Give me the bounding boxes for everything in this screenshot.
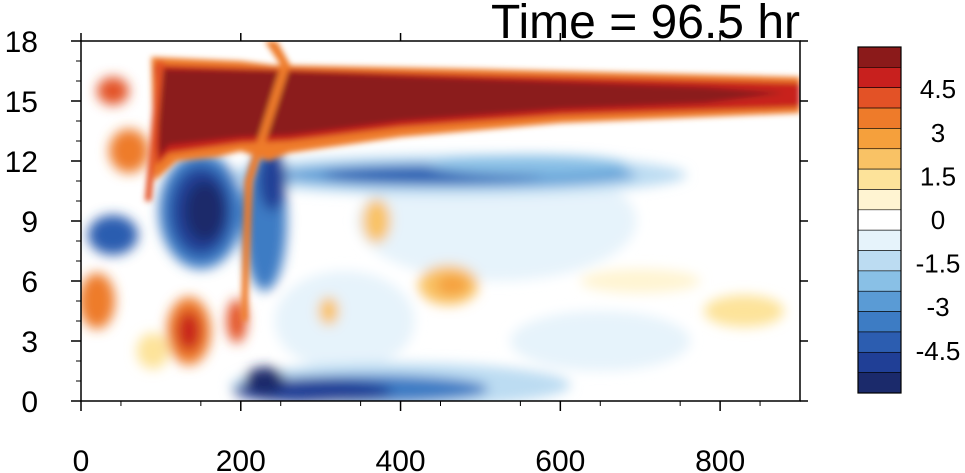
x-tick-label: 400 [376,445,426,473]
field-sharp-layer [144,41,800,321]
colorbar-swatch [857,311,902,333]
contour-region [436,275,469,295]
y-tick-label: 15 [5,86,38,119]
colorbar-swatch [857,250,902,272]
y-tick-label: 18 [5,26,38,59]
contour-region [184,181,225,241]
contour-region [258,151,287,211]
colorbar-swatch [857,331,902,353]
colorbar-swatch [857,189,902,211]
y-tick-label: 12 [5,146,38,179]
contour-region [244,367,285,395]
contour-region [428,155,629,175]
colorbar-label: -4.5 [916,336,961,366]
colorbar-swatch [857,107,902,129]
y-tick-label: 3 [21,326,38,359]
colorbar-label: 3 [931,118,945,148]
colorbar-label: 1.5 [920,161,956,191]
contour-region [274,271,415,371]
contour-region [136,333,169,369]
contour-region [240,41,291,321]
colorbar-swatch [857,290,902,312]
colorbar-label: 0 [931,205,945,235]
colorbar-swatch [857,351,902,373]
colorbar: 4.5 3 1.5 0 -1.5 -3 -4.5 [857,46,961,394]
colorbar-swatch [857,270,902,292]
contour-region [176,311,201,351]
heatmap-field [81,41,800,401]
y-tick-label: 0 [21,386,38,419]
colorbar-swatch [857,46,902,68]
colorbar-label: -1.5 [916,249,961,279]
colorbar-label: 4.5 [920,74,956,104]
colorbar-swatch [857,148,902,170]
x-tick-label: 800 [695,445,745,473]
x-axis: 0 200 400 600 800 [73,33,761,473]
contour-region [108,129,149,173]
x-tick-label: 600 [535,445,585,473]
contour-region [510,311,691,371]
x-tick-label: 0 [73,445,90,473]
y-tick-label: 6 [21,266,38,299]
colorbar-swatch [857,87,902,109]
y-tick-label: 9 [21,206,38,239]
colorbar-swatch [857,372,902,394]
contour-region [704,295,785,327]
contour-region [144,61,165,201]
colorbar-swatch [857,209,902,231]
contour-region [81,273,115,329]
x-tick-label: 200 [216,445,266,473]
y-axis: 0 3 6 9 12 15 18 [5,26,808,419]
contour-region [580,269,701,293]
contour-region [156,69,785,157]
contour-region [362,199,391,243]
field-soft-layer [81,77,785,401]
colorbar-label: -3 [926,292,949,322]
colorbar-frame [857,46,902,394]
colorbar-swatch [857,67,902,89]
colorbar-swatch [857,128,902,150]
contour-region [318,297,339,325]
colorbar-swatch [857,229,902,251]
contour-region [96,77,129,105]
colorbar-swatch [857,168,902,190]
contour-region [87,215,138,255]
